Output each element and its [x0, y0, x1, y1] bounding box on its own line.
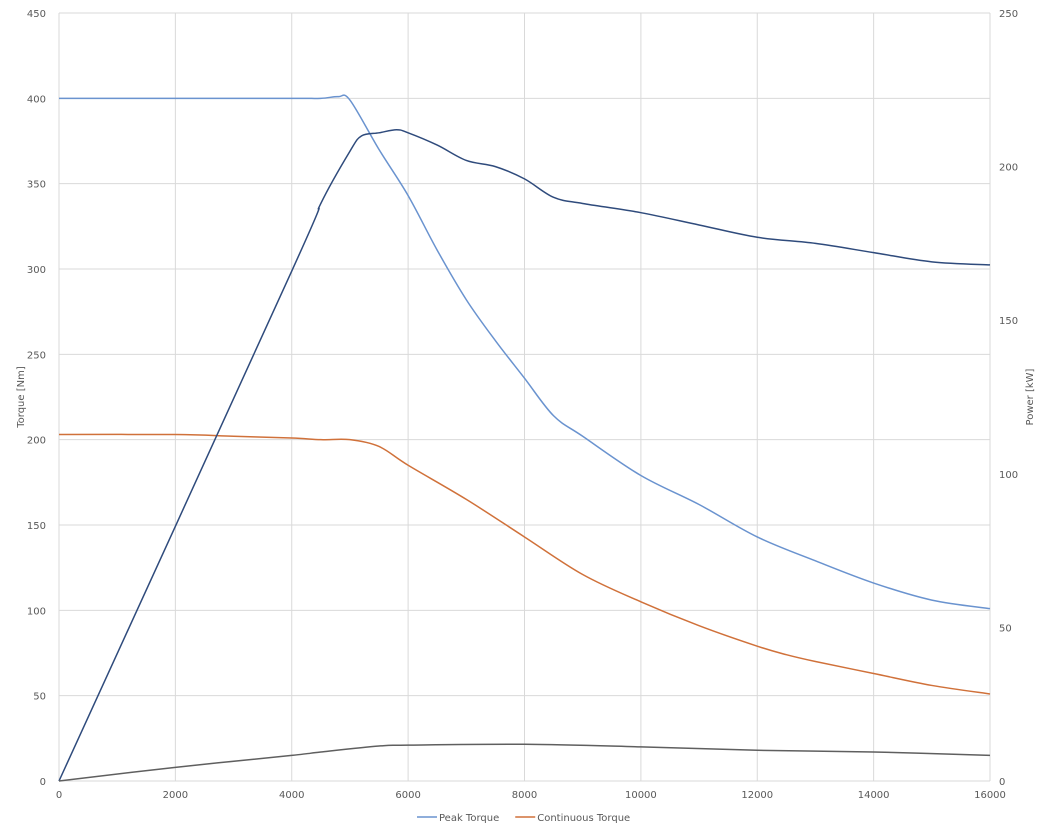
y-axis-label: Torque [Nm] — [16, 366, 27, 429]
legend-label: Continuous Torque — [537, 813, 630, 824]
y2-tick-label: 100 — [999, 470, 1018, 481]
series-line-peak-torque — [59, 94, 991, 610]
x-tick-label: 6000 — [395, 790, 420, 801]
x-tick-label: 8000 — [512, 790, 537, 801]
y2-tick-label: 200 — [999, 163, 1018, 174]
series-line-continuous-torque — [58, 433, 991, 695]
legend-label: Peak Torque — [439, 813, 499, 824]
series-lines — [58, 94, 991, 782]
grid — [58, 12, 991, 782]
y2-tick-label: 50 — [999, 623, 1012, 634]
x-tick-label: 14000 — [858, 790, 890, 801]
x-tick-label: 12000 — [741, 790, 773, 801]
legend-item: Peak Torque — [417, 813, 499, 824]
y-tick-label: 350 — [27, 180, 46, 191]
series-line-unnamed-2 — [58, 128, 991, 782]
y-tick-label: 300 — [27, 265, 46, 276]
y-tick-label: 150 — [27, 521, 46, 532]
y-tick-label: 200 — [27, 436, 46, 447]
x-tick-label: 16000 — [974, 790, 1006, 801]
legend: Peak Torque Continuous Torque — [417, 813, 630, 824]
y-tick-label: 250 — [27, 350, 46, 361]
y-tick-label: 400 — [27, 94, 46, 105]
x-tick-label: 0 — [56, 790, 62, 801]
y2-tick-label: 0 — [999, 777, 1005, 788]
y-tick-label: 100 — [27, 606, 46, 617]
x-tick-label: 2000 — [163, 790, 188, 801]
x-tick-label: 10000 — [625, 790, 657, 801]
y-tick-label: 50 — [33, 692, 46, 703]
y2-tick-label: 150 — [999, 316, 1018, 327]
legend-item: Continuous Torque — [515, 813, 630, 824]
y2-tick-label: 250 — [999, 9, 1018, 20]
x-tick-label: 4000 — [279, 790, 304, 801]
series-line-unnamed-3 — [58, 743, 991, 782]
y-tick-label: 0 — [40, 777, 46, 788]
y-tick-label: 450 — [27, 9, 46, 20]
y2-axis-label: Power [kW] — [1025, 368, 1036, 425]
